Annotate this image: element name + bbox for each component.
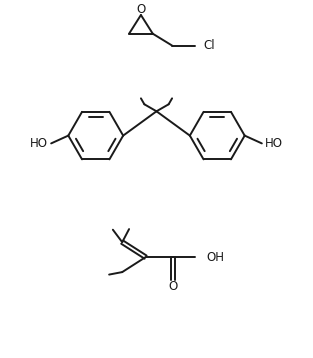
Text: O: O	[168, 280, 178, 293]
Text: HO: HO	[30, 137, 48, 150]
Text: HO: HO	[265, 137, 283, 150]
Text: OH: OH	[206, 251, 224, 263]
Text: O: O	[136, 3, 146, 16]
Text: Cl: Cl	[203, 39, 215, 52]
